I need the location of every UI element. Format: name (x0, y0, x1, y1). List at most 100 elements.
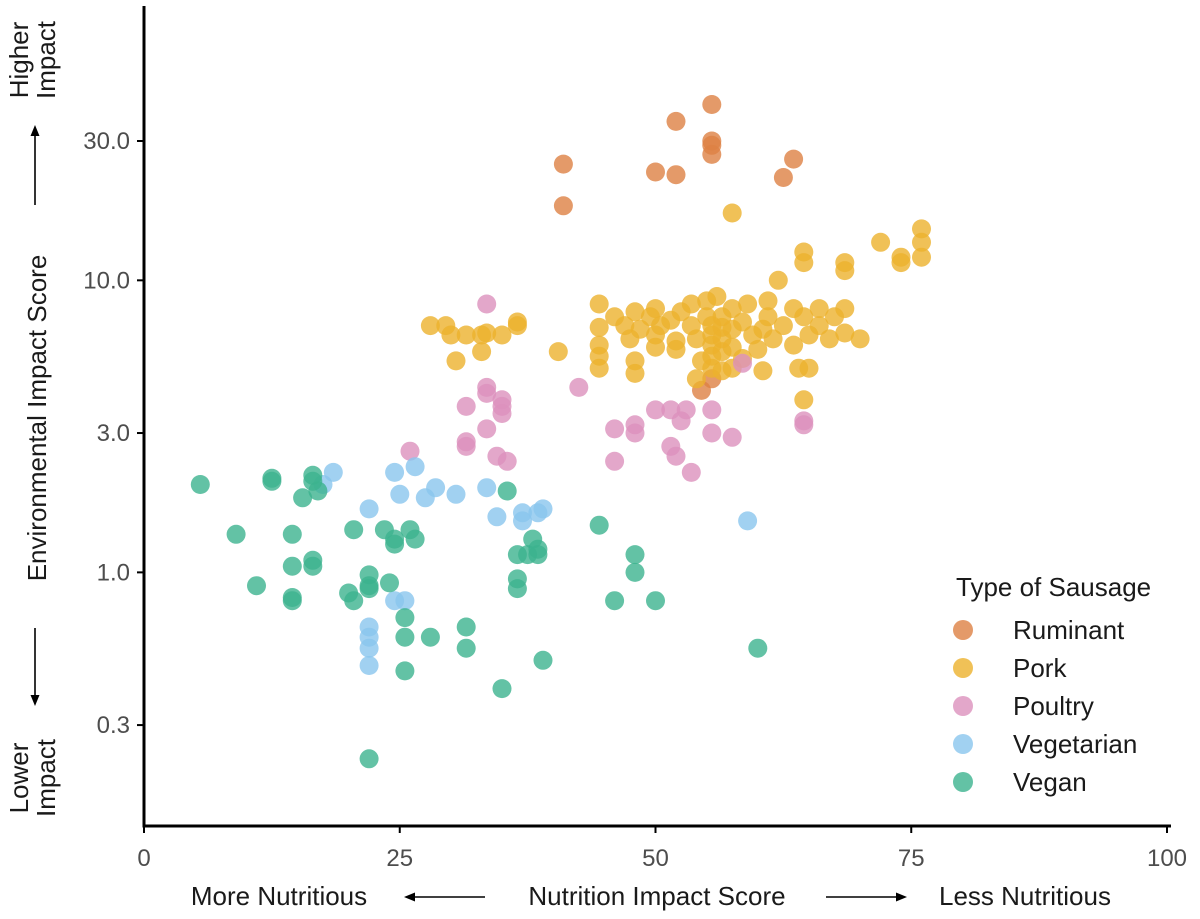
point-ruminant (553, 154, 573, 174)
point-vegan (282, 556, 302, 576)
point-poultry (722, 427, 742, 447)
point-pork (871, 232, 891, 252)
point-vegan (528, 539, 548, 559)
legend-items: Ruminant Pork Poultry Vegetarian Vegan (953, 615, 1137, 797)
point-vegetarian (359, 656, 379, 675)
legend-title: Type of Sausage (956, 572, 1151, 602)
point-vegan (492, 679, 512, 699)
point-pork (456, 325, 476, 345)
point-pork (794, 307, 814, 327)
point-vegetarian (738, 511, 758, 531)
point-poultry (702, 400, 722, 420)
point-ruminant (666, 111, 686, 131)
y-axis-title: Environmental Impact Score (22, 255, 52, 582)
y-tick-label: 10.0 (83, 267, 130, 294)
y-low-label-line2: Impact (31, 738, 61, 817)
point-vegan (497, 481, 517, 501)
point-vegan (405, 529, 425, 549)
point-poultry (569, 377, 589, 397)
x-tick-label: 0 (137, 845, 150, 872)
point-vegan (226, 524, 246, 544)
point-vegan (507, 579, 527, 599)
point-ruminant (646, 162, 665, 182)
point-vegan (190, 475, 210, 494)
point-vegan (420, 627, 440, 647)
point-vegan (748, 638, 768, 658)
point-vegan (247, 576, 266, 596)
point-vegan (282, 591, 302, 611)
point-pork (625, 363, 645, 383)
point-vegan (344, 520, 364, 540)
point-vegan (395, 661, 415, 681)
point-pork (589, 294, 609, 314)
point-pork (733, 312, 752, 332)
legend-swatch-poultry (953, 696, 973, 716)
point-pork (835, 261, 855, 281)
point-poultry (477, 383, 497, 403)
legend-swatch-vegan (953, 772, 973, 792)
point-poultry (492, 404, 512, 423)
point-vegan (456, 617, 476, 637)
legend-label-vegan: Vegan (1013, 767, 1087, 797)
y-high-label-line2: Impact (31, 20, 61, 99)
point-vegan (359, 579, 379, 599)
point-vegan (625, 562, 645, 582)
point-pork (477, 323, 497, 343)
point-ruminant (784, 149, 804, 169)
point-ruminant (702, 95, 722, 114)
point-poultry (400, 441, 420, 461)
point-pork (492, 325, 512, 345)
x-left-arrow (404, 892, 485, 902)
point-ruminant (666, 165, 686, 185)
y-down-arrow (30, 628, 40, 706)
point-pork (768, 270, 788, 290)
point-pork (809, 316, 829, 336)
x-low-label: More Nutritious (191, 881, 367, 911)
point-pork (589, 317, 609, 337)
point-poultry (456, 396, 476, 416)
point-poultry (605, 419, 625, 439)
point-vegetarian (359, 499, 379, 519)
point-pork (753, 361, 773, 381)
point-pork (646, 299, 665, 319)
svg-text:LowerImpact: LowerImpact (4, 738, 61, 817)
point-pork (809, 299, 829, 319)
points-layer (190, 95, 931, 769)
point-poultry (666, 446, 686, 466)
x-tick-label: 100 (1147, 845, 1187, 872)
point-pork (446, 351, 466, 371)
point-poultry (794, 415, 814, 435)
point-vegan (605, 591, 625, 611)
y-tick-label: 0.3 (97, 712, 130, 739)
point-pork (912, 247, 931, 267)
point-pork (722, 203, 742, 223)
point-vegan (589, 515, 609, 535)
point-pork (835, 323, 855, 343)
x-axis-title: Nutrition Impact Score (528, 881, 785, 911)
y-high-label: HigherImpact (4, 20, 61, 99)
point-poultry (702, 423, 722, 443)
point-vegetarian (405, 457, 425, 477)
point-pork (625, 302, 645, 322)
legend: Type of Sausage Ruminant Pork Poultry Veget… (953, 572, 1151, 797)
point-pork (420, 316, 440, 336)
point-poultry (646, 400, 665, 420)
point-vegan (533, 650, 553, 670)
y-low-label: LowerImpact (4, 738, 61, 817)
point-pork (912, 219, 931, 239)
point-vegan (625, 545, 645, 565)
x-tick-label: 25 (386, 845, 413, 872)
point-vegan (359, 749, 379, 769)
point-pork (758, 307, 778, 327)
x-right-arrow (826, 892, 907, 902)
point-vegetarian (446, 484, 466, 504)
point-pork (646, 337, 665, 357)
point-poultry (605, 451, 625, 471)
point-vegetarian (395, 591, 415, 611)
legend-swatch-pork (953, 658, 973, 678)
y-low-label-line1: Lower (4, 742, 34, 813)
x-tick-label: 75 (898, 845, 925, 872)
point-poultry (477, 294, 497, 314)
legend-label-poultry: Poultry (1013, 691, 1094, 721)
svg-text:HigherImpact: HigherImpact (4, 20, 61, 99)
